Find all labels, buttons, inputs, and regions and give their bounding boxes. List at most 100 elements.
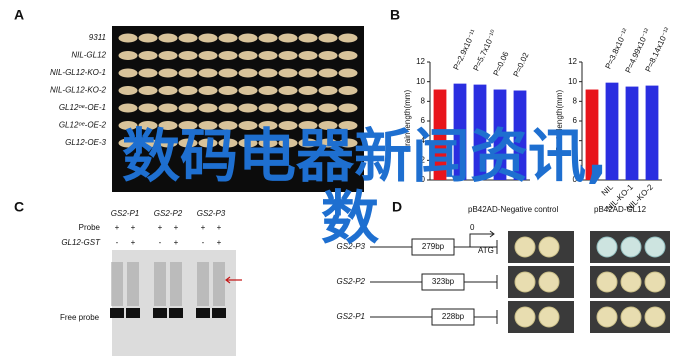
bar bbox=[433, 89, 447, 180]
promoter-name: GS2-P1 bbox=[337, 312, 365, 321]
gel-smear bbox=[127, 262, 139, 306]
grain bbox=[238, 86, 258, 95]
panel-label: C bbox=[14, 199, 24, 215]
grain bbox=[138, 51, 158, 60]
grain bbox=[338, 51, 358, 60]
grain bbox=[338, 86, 358, 95]
overlay-text: 数码电器新闻资讯, bbox=[122, 122, 608, 190]
y-tick-label: 4 bbox=[421, 136, 426, 145]
gel-smear bbox=[197, 262, 209, 306]
row-label: NIL-GL12 bbox=[71, 51, 106, 60]
y-tick-label: 12 bbox=[568, 57, 577, 66]
grain bbox=[298, 86, 318, 95]
sign: + bbox=[131, 223, 136, 232]
grain bbox=[318, 138, 338, 148]
length-label: 323bp bbox=[432, 277, 455, 286]
grain bbox=[198, 51, 218, 60]
grain bbox=[338, 121, 358, 130]
header: pB42AD-GL12 bbox=[594, 205, 647, 214]
gel-band bbox=[196, 308, 210, 318]
bar bbox=[645, 85, 659, 180]
grain bbox=[118, 68, 138, 78]
grain bbox=[118, 103, 138, 113]
grain bbox=[298, 121, 318, 130]
grain bbox=[278, 86, 298, 95]
colony bbox=[596, 271, 618, 293]
grain bbox=[258, 51, 278, 60]
y-tick-label: 8 bbox=[421, 96, 426, 105]
grain bbox=[278, 121, 298, 130]
grain bbox=[338, 68, 358, 78]
length-box bbox=[421, 273, 465, 291]
grain bbox=[178, 33, 198, 43]
row-label: Probe bbox=[79, 223, 101, 232]
grain bbox=[178, 103, 198, 113]
grain bbox=[258, 121, 278, 130]
grain bbox=[278, 33, 298, 43]
grain bbox=[298, 68, 318, 78]
grain bbox=[298, 33, 318, 43]
colony bbox=[620, 271, 642, 293]
grain bbox=[238, 51, 258, 60]
y-tick-label: 2 bbox=[421, 155, 426, 164]
panel-label: B bbox=[390, 7, 400, 23]
grain bbox=[218, 51, 238, 60]
colony bbox=[514, 271, 536, 293]
grain bbox=[218, 103, 238, 113]
sign: - bbox=[116, 238, 119, 247]
grain bbox=[158, 51, 178, 60]
colony bbox=[620, 306, 642, 328]
bar bbox=[493, 89, 507, 180]
grain bbox=[258, 33, 278, 43]
arrow bbox=[225, 276, 242, 284]
grain bbox=[238, 138, 258, 148]
grain bbox=[258, 68, 278, 78]
sign: + bbox=[201, 223, 206, 232]
p-value: P=0.06 bbox=[492, 50, 511, 77]
grain bbox=[298, 103, 318, 113]
y-tick-label: 12 bbox=[416, 57, 425, 66]
grain bbox=[258, 138, 278, 148]
grain bbox=[318, 121, 338, 130]
grain bbox=[278, 51, 298, 60]
grain bbox=[118, 138, 138, 148]
grain bbox=[138, 121, 158, 130]
grain bbox=[318, 103, 338, 113]
colony bbox=[538, 236, 560, 258]
bar bbox=[453, 83, 467, 180]
colony bbox=[538, 306, 560, 328]
lane-group: GS2-P3 bbox=[197, 209, 226, 218]
sign: + bbox=[217, 223, 222, 232]
row-label: GL12-OE-3 bbox=[65, 138, 106, 147]
grain bbox=[198, 103, 218, 113]
grain bbox=[198, 138, 218, 148]
y-tick-label: 2 bbox=[573, 155, 578, 164]
colony bbox=[596, 306, 618, 328]
grain bbox=[238, 33, 258, 43]
grain bbox=[198, 86, 218, 95]
bar bbox=[513, 90, 527, 180]
grain bbox=[138, 33, 158, 43]
grain bbox=[218, 138, 238, 148]
grain bbox=[158, 138, 178, 148]
panel-label: A bbox=[14, 7, 24, 23]
grain bbox=[318, 33, 338, 43]
y-tick-label: 8 bbox=[573, 96, 578, 105]
grain bbox=[298, 51, 318, 60]
sign: + bbox=[174, 223, 179, 232]
y-tick-label: 6 bbox=[573, 116, 578, 125]
y-tick-label: 6 bbox=[421, 116, 426, 125]
y-tick-label: 10 bbox=[416, 77, 425, 86]
bar bbox=[605, 82, 619, 180]
grain bbox=[278, 138, 298, 148]
tss-arrow bbox=[469, 230, 495, 247]
grain bbox=[238, 103, 258, 113]
colony bbox=[514, 236, 536, 258]
y-tick-label: 10 bbox=[568, 77, 577, 86]
grain bbox=[178, 68, 198, 78]
row-label: NIL-GL12-KO-2 bbox=[50, 86, 107, 95]
grain bbox=[158, 33, 178, 43]
overlay-text: 数 bbox=[321, 184, 379, 252]
grain bbox=[138, 103, 158, 113]
